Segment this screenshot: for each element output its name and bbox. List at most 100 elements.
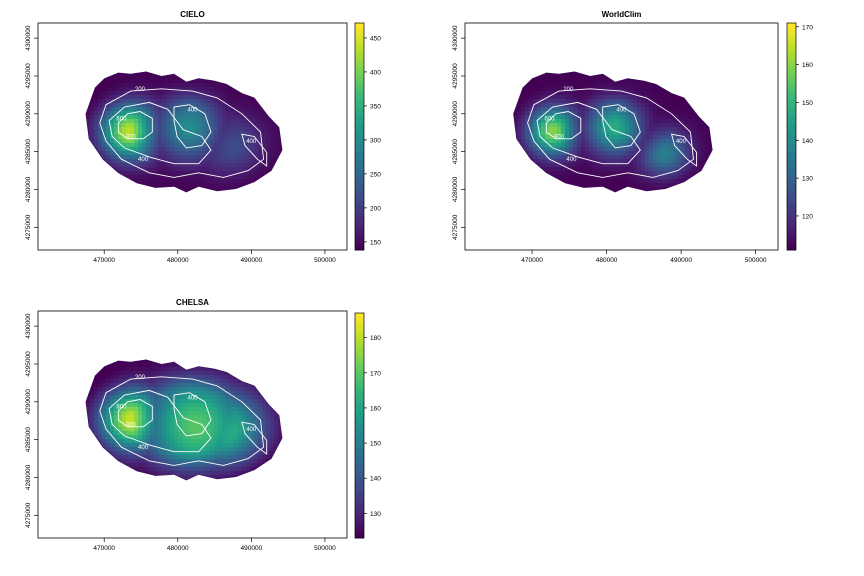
y-tick-label: 4285000	[452, 139, 459, 165]
contour-label: 400	[566, 157, 577, 163]
raster-layer	[513, 71, 713, 193]
y-tick-label: 4285000	[25, 139, 32, 165]
y-tick-label: 4285000	[25, 427, 32, 453]
plot-frame	[37, 310, 348, 539]
y-tick-label: 4295000	[25, 351, 32, 377]
x-tick-label: 480000	[596, 257, 618, 264]
colorbar-tick-label: 150	[370, 239, 381, 246]
panel-title: WorldClim	[602, 10, 642, 19]
y-tick-label: 4290000	[25, 101, 32, 127]
contour-label: 800	[554, 135, 565, 141]
panel-title: CHELSA	[176, 298, 209, 307]
contour-label: 200	[563, 87, 574, 93]
contour-label: 400	[187, 107, 198, 113]
raster-layer	[85, 71, 283, 193]
colorbar-tick-label: 180	[370, 335, 381, 342]
contour-label: 400	[246, 139, 257, 145]
contour-line	[99, 88, 265, 178]
colorbar-tick-label: 140	[802, 138, 813, 145]
coastline	[85, 71, 283, 193]
y-tick-label: 4280000	[25, 176, 32, 202]
contour-label: 400	[138, 157, 149, 163]
x-tick-label: 470000	[521, 257, 543, 264]
colorbar-tick-label: 120	[802, 213, 813, 220]
colorbar-tick-label: 170	[802, 24, 813, 31]
contour-label: 400	[138, 445, 149, 451]
y-tick-label: 4290000	[25, 389, 32, 415]
map-panel-cielo: CIELO 200 400 600 800 400 400 470000 480000 49000…	[25, 10, 381, 264]
contour-line	[173, 392, 212, 437]
map-panel-chelsa: CHELSA 200 400 600 800 400 400 470000 480000 4900…	[25, 298, 381, 552]
y-tick-label: 4275000	[25, 214, 32, 240]
contour-line	[670, 133, 698, 167]
contour-line	[241, 133, 268, 167]
x-tick-label: 470000	[93, 257, 115, 264]
contour-line	[173, 104, 212, 149]
colorbar-tick-label: 170	[370, 370, 381, 377]
y-tick-label: 4280000	[452, 176, 459, 202]
contour-line	[99, 376, 265, 466]
contour-label: 600	[545, 116, 556, 122]
x-tick-label: 470000	[93, 545, 115, 552]
y-tick-label: 4275000	[25, 502, 32, 528]
colorbar-tick-label: 200	[370, 205, 381, 212]
contour-label: 800	[126, 135, 137, 141]
contour-label: 600	[116, 404, 127, 410]
colorbar-tick-label: 300	[370, 137, 381, 144]
contour-label: 200	[135, 375, 146, 381]
map-panel-worldclim: WorldClim 200 400 600 800 400 400 470000 480000 4…	[452, 10, 813, 264]
colorbar-tick-label: 130	[802, 176, 813, 183]
colorbar: 130 140 150 160 170 180	[354, 312, 381, 539]
x-tick-label: 480000	[167, 545, 189, 552]
colorbar-tick-label: 130	[370, 511, 381, 518]
colorbar-tick-label: 140	[370, 476, 381, 483]
contour-label: 200	[135, 87, 146, 93]
colorbar-tick-label: 400	[370, 69, 381, 76]
coastline	[85, 359, 283, 481]
colorbar: 150 200 250 300 350 400 450	[354, 22, 381, 251]
contour-line	[527, 88, 694, 178]
colorbar-tick-label: 350	[370, 103, 381, 110]
contour-line	[545, 111, 582, 140]
y-tick-label: 4295000	[452, 63, 459, 89]
contour-line	[602, 104, 641, 149]
contour-line	[117, 399, 153, 428]
contour-label: 400	[187, 395, 198, 401]
contour-label: 400	[676, 139, 687, 145]
coastline	[513, 71, 713, 193]
x-tick-label: 480000	[167, 257, 189, 264]
y-tick-label: 4295000	[25, 63, 32, 89]
contour-line	[536, 101, 641, 165]
colorbar: 120 130 140 150 160 170	[786, 22, 813, 251]
raster-layer	[85, 359, 283, 481]
contour-line	[108, 101, 212, 165]
y-tick-label: 4275000	[452, 214, 459, 240]
contour-line	[117, 111, 153, 140]
panel-title: CIELO	[180, 10, 204, 19]
colorbar-tick-label: 160	[370, 405, 381, 412]
x-tick-label: 490000	[241, 257, 263, 264]
colorbar-tick-label: 150	[370, 441, 381, 448]
contour-line	[108, 389, 212, 453]
x-tick-label: 490000	[670, 257, 692, 264]
colorbar-tick-label: 160	[802, 62, 813, 69]
colorbar-tick-label: 250	[370, 171, 381, 178]
contour-label: 600	[116, 116, 127, 122]
y-tick-label: 4290000	[452, 101, 459, 127]
x-tick-label: 500000	[745, 257, 767, 264]
contour-label: 800	[126, 423, 137, 429]
y-tick-label: 4300000	[25, 25, 32, 51]
y-tick-label: 4300000	[452, 25, 459, 51]
plot-frame	[37, 22, 348, 251]
contour-line	[241, 421, 268, 455]
x-tick-label: 500000	[314, 257, 336, 264]
x-tick-label: 490000	[241, 545, 263, 552]
x-tick-label: 500000	[314, 545, 336, 552]
colorbar-tick-label: 450	[370, 35, 381, 42]
contour-label: 400	[246, 427, 257, 433]
colorbar-tick-label: 150	[802, 100, 813, 107]
y-tick-label: 4300000	[25, 313, 32, 339]
plot-frame	[464, 22, 779, 251]
y-tick-label: 4280000	[25, 464, 32, 490]
